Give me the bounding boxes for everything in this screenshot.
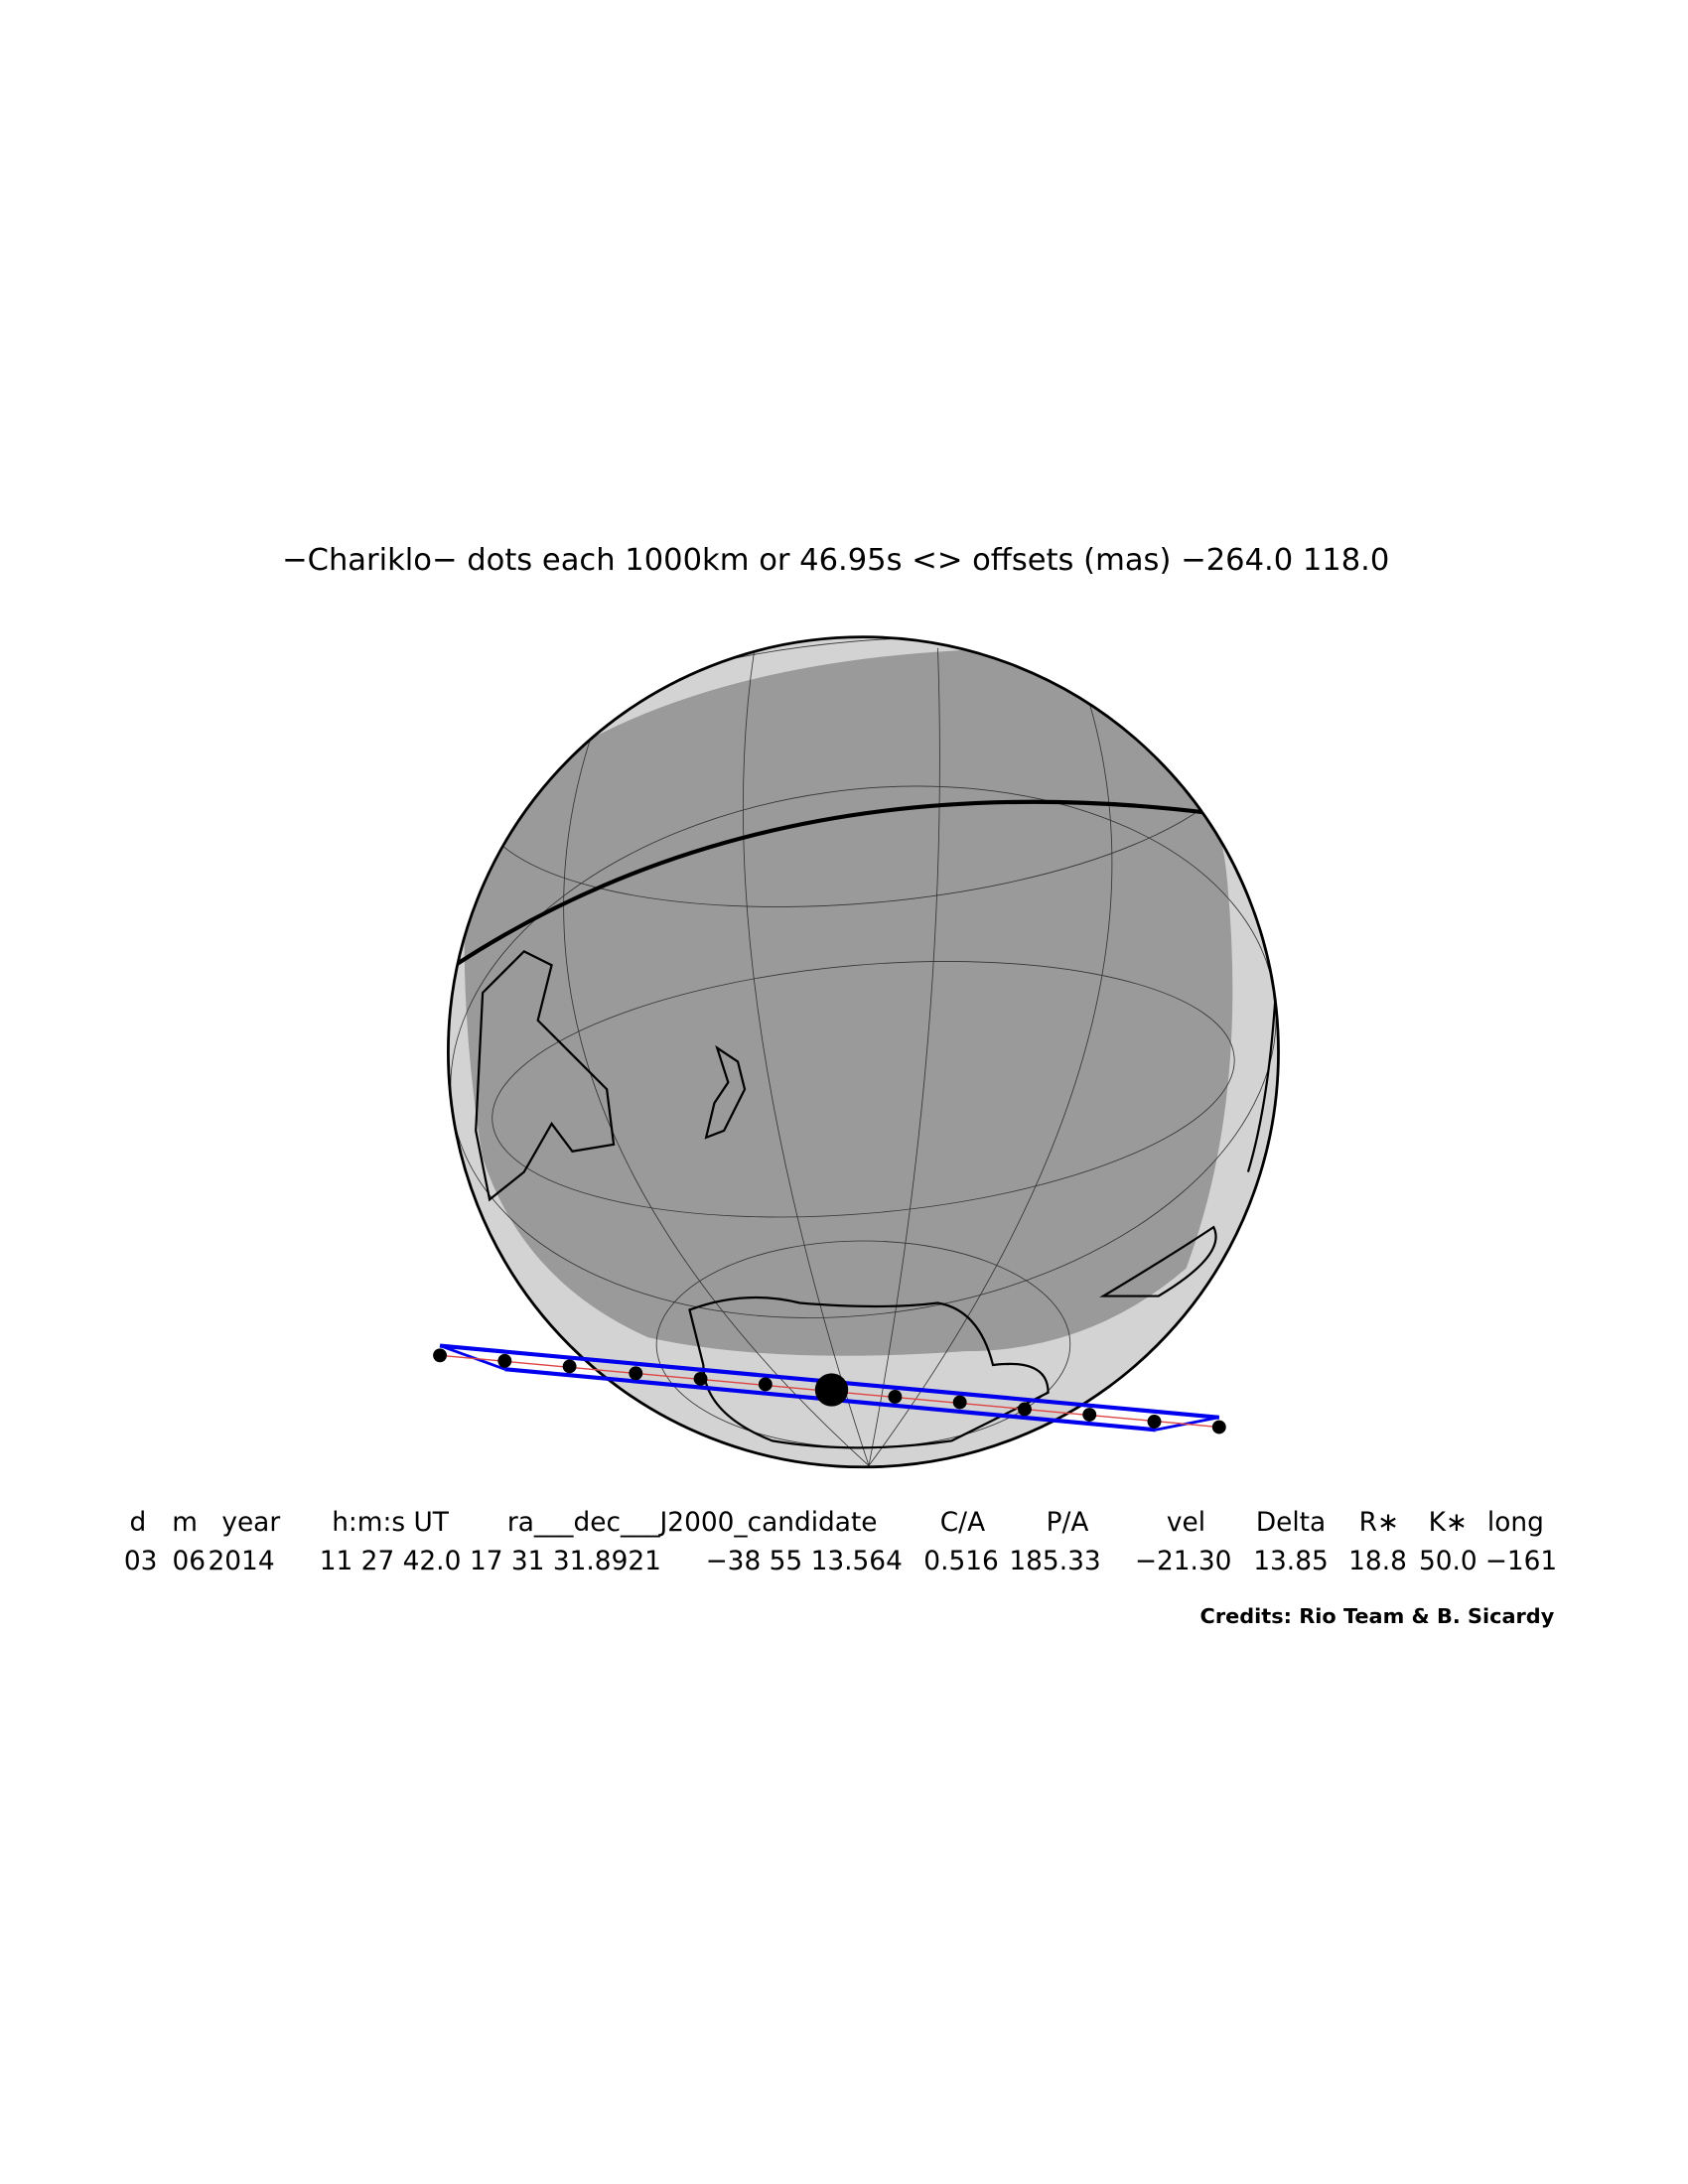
table-cell: 2014 (208, 1547, 274, 1576)
occultation-path (433, 1343, 1226, 1434)
table-cell: −38 55 13.564 (706, 1547, 903, 1576)
table-header: P/A (1047, 1508, 1089, 1538)
table-header: d (130, 1508, 147, 1538)
table-cell: 0.516 (923, 1547, 999, 1576)
table-header: R∗ (1359, 1508, 1399, 1538)
title: −Chariklo− dots each 1000km or 46.95s <>… (282, 543, 1389, 578)
table-cell: 17 31 31.8921 (470, 1547, 661, 1576)
table-header: m (172, 1508, 198, 1538)
table-header: C/A (940, 1508, 985, 1538)
table-cell: 11 27 42.0 (320, 1547, 462, 1576)
table-header: vel (1167, 1508, 1205, 1538)
table-header: h:m:s UT (332, 1508, 450, 1538)
table-cell: 50.0 (1419, 1547, 1477, 1576)
globe (447, 635, 1280, 1469)
table-header: long (1487, 1508, 1544, 1538)
credits: Credits: Rio Team & B. Sicardy (1200, 1604, 1555, 1628)
table-header: ra___dec___J2000_candidate (507, 1508, 878, 1538)
data-table: d m year h:m:s UT ra___dec___J2000_candidate… (124, 1508, 1557, 1576)
table-cell: −21.30 (1135, 1547, 1232, 1576)
table-cell: 06 (172, 1547, 206, 1576)
table-header: Delta (1256, 1508, 1326, 1538)
table-header: K∗ (1429, 1508, 1468, 1538)
table-cell: 13.85 (1253, 1547, 1329, 1576)
table-cell: −161 (1485, 1547, 1557, 1576)
table-cell: 03 (124, 1547, 158, 1576)
table-cell: 18.8 (1348, 1547, 1407, 1576)
plot: −Chariklo− dots each 1000km or 46.95s <>… (124, 543, 1557, 1628)
table-header: year (221, 1508, 280, 1538)
table-cell: 185.33 (1009, 1547, 1100, 1576)
